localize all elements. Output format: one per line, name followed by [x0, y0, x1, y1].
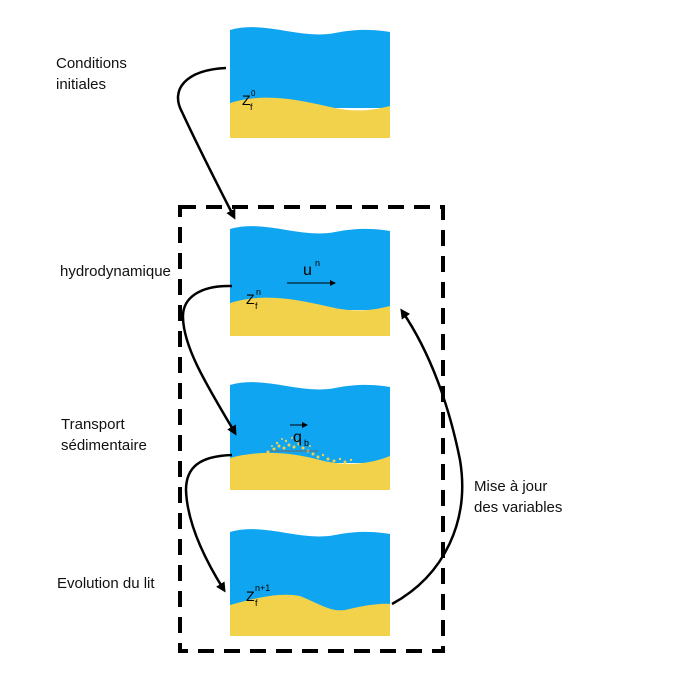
- label-sediment-transport: Transport sédimentaire: [61, 416, 147, 454]
- arrow-transport-to-evolution: [184, 453, 233, 593]
- sediment-particles: [266, 437, 353, 464]
- symbol-z-initial: Z: [242, 92, 251, 108]
- arrow-initial-to-hydro: [176, 66, 236, 220]
- label-hydrodynamics: hydrodynamique: [60, 263, 171, 280]
- panel-bed-evolution: Z f n+1: [230, 529, 390, 636]
- symbol-sup-n-z: n: [256, 287, 261, 297]
- panel-hydrodynamics: u n Z f n: [230, 226, 390, 336]
- symbol-f-evolution: f: [255, 598, 258, 608]
- symbol-f-hydro: f: [255, 301, 258, 311]
- symbol-f-initial: f: [250, 102, 253, 112]
- symbol-z-hydro: Z: [246, 291, 255, 307]
- symbol-z-evolution: Z: [246, 588, 255, 604]
- label-variable-update: Mise à jour des variables: [474, 478, 563, 516]
- symbol-sup-0: 0: [251, 89, 256, 98]
- panel-initial: Z f 0: [230, 27, 390, 138]
- symbol-b: b: [304, 438, 309, 448]
- loop-frame: [178, 205, 445, 653]
- arrow-hydro-to-transport: [181, 284, 237, 436]
- panel-sediment-transport: q b: [230, 382, 390, 490]
- arrow-update-variables: [391, 308, 464, 606]
- symbol-sup-n-u: n: [315, 258, 320, 268]
- label-initial-conditions: Conditions initiales: [56, 55, 127, 93]
- symbol-sup-n-plus-1: n+1: [255, 583, 270, 593]
- label-bed-evolution: Evolution du lit: [57, 575, 155, 592]
- symbol-q: q: [293, 429, 302, 446]
- symbol-u: u: [303, 262, 312, 279]
